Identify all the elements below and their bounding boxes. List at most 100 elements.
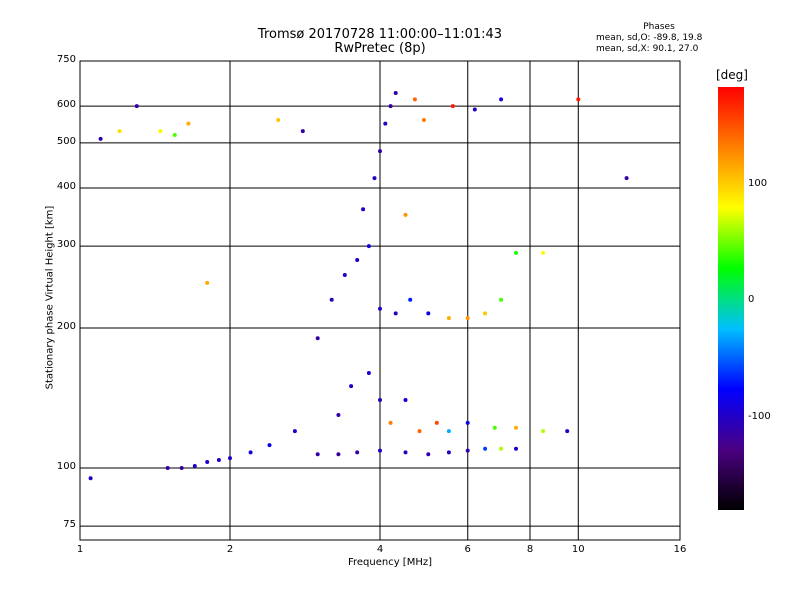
data-point	[158, 129, 163, 134]
data-point	[361, 207, 366, 212]
data-point	[88, 476, 93, 481]
data-point	[514, 425, 518, 430]
data-point	[483, 311, 488, 316]
data-point	[372, 176, 377, 181]
x-tick-label: 10	[571, 544, 585, 555]
data-point	[465, 316, 470, 321]
data-point	[483, 446, 488, 451]
data-point	[134, 104, 139, 109]
data-point	[421, 118, 426, 122]
data-points	[88, 91, 629, 481]
data-point	[465, 448, 470, 453]
data-point	[117, 129, 122, 134]
data-point	[408, 297, 413, 302]
data-point	[216, 458, 221, 462]
data-point	[267, 443, 272, 448]
x-tick-label: 2	[226, 544, 234, 555]
data-point	[315, 452, 320, 457]
data-point	[465, 420, 470, 425]
data-point	[300, 129, 305, 134]
data-point	[349, 384, 354, 389]
data-point	[499, 297, 504, 302]
chart-subtitle: RwPretec (8p)	[334, 41, 426, 56]
data-point	[446, 316, 451, 321]
y-tick-label: 300	[56, 239, 76, 251]
data-point	[388, 104, 393, 109]
data-point	[186, 121, 191, 126]
y-tick-label: 75	[63, 519, 76, 531]
y-tick-label: 750	[56, 54, 76, 65]
data-point	[514, 446, 518, 451]
data-point	[366, 371, 371, 375]
data-point	[355, 450, 360, 455]
x-tick-label: 16	[673, 544, 687, 555]
data-point	[378, 306, 382, 311]
data-point	[179, 466, 184, 470]
y-tick-label: 100	[56, 460, 76, 472]
data-point	[446, 429, 451, 434]
data-point	[403, 398, 408, 402]
data-point	[499, 446, 504, 451]
data-point	[450, 104, 455, 109]
data-point	[472, 107, 477, 112]
data-point	[355, 258, 360, 262]
data-point	[378, 398, 382, 402]
x-tick-label: 4	[376, 544, 384, 555]
data-point	[172, 133, 177, 137]
chart-title: Tromsø 20170728 11:00:00–11:01:43	[257, 27, 503, 42]
data-point	[565, 429, 570, 434]
data-point	[426, 452, 431, 457]
data-point	[336, 413, 341, 417]
data-point	[329, 297, 334, 302]
y-axis-label: Stationary phase Virtual Height [km]	[44, 205, 56, 390]
grid	[80, 61, 680, 540]
data-point	[315, 336, 320, 341]
data-point	[446, 450, 451, 455]
data-point	[383, 121, 388, 126]
colorbar-title: [deg]	[716, 68, 748, 82]
colorbar-tick-100: 100	[748, 178, 768, 189]
phase-x-stats: mean, sd,X: 90.1, 27.0	[596, 44, 699, 54]
phase-o-stats: mean, sd,O: -89.8, 19.8	[596, 33, 703, 43]
data-point	[412, 97, 417, 102]
data-point	[393, 91, 398, 95]
x-tick-label: 6	[464, 544, 471, 555]
data-point	[541, 250, 546, 255]
data-point	[98, 136, 103, 141]
phase-heading: Phases	[643, 22, 675, 32]
y-tick-label: 400	[56, 180, 76, 192]
data-point	[541, 429, 546, 434]
data-point	[378, 448, 382, 453]
data-point	[393, 311, 398, 316]
data-point	[292, 429, 297, 434]
data-point	[417, 429, 422, 434]
y-tick-label: 200	[56, 320, 76, 332]
data-point	[624, 176, 629, 181]
data-point	[378, 149, 382, 154]
data-point	[388, 420, 393, 425]
data-point	[366, 244, 371, 249]
plot-frame	[79, 60, 681, 541]
data-point	[165, 466, 170, 470]
data-point	[276, 118, 281, 122]
phase-statistics: Phases mean, sd,O: -89.8, 19.8 mean, sd,…	[596, 22, 722, 55]
data-point	[499, 97, 504, 102]
data-point	[403, 450, 408, 455]
data-point	[426, 311, 431, 316]
y-tick-label: 500	[56, 135, 76, 147]
data-point	[434, 420, 439, 425]
data-point	[205, 280, 210, 285]
data-point	[336, 452, 341, 457]
data-point	[342, 273, 347, 277]
data-point	[228, 456, 232, 461]
y-tick-label: 600	[56, 99, 76, 111]
x-tick-label: 8	[526, 544, 534, 555]
colorbar-tick-0: 0	[748, 294, 755, 305]
data-point	[492, 425, 497, 430]
data-point	[403, 212, 408, 217]
data-point	[514, 250, 518, 255]
colorbar	[718, 87, 744, 510]
data-point	[248, 450, 253, 455]
data-point	[576, 97, 581, 102]
data-point	[192, 464, 197, 468]
